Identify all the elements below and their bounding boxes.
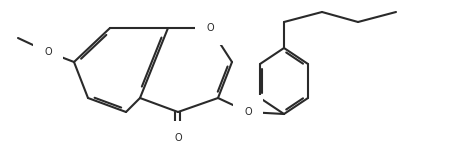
- Text: O: O: [174, 133, 182, 143]
- Text: O: O: [206, 23, 213, 33]
- Text: O: O: [44, 47, 52, 57]
- Text: O: O: [243, 107, 251, 117]
